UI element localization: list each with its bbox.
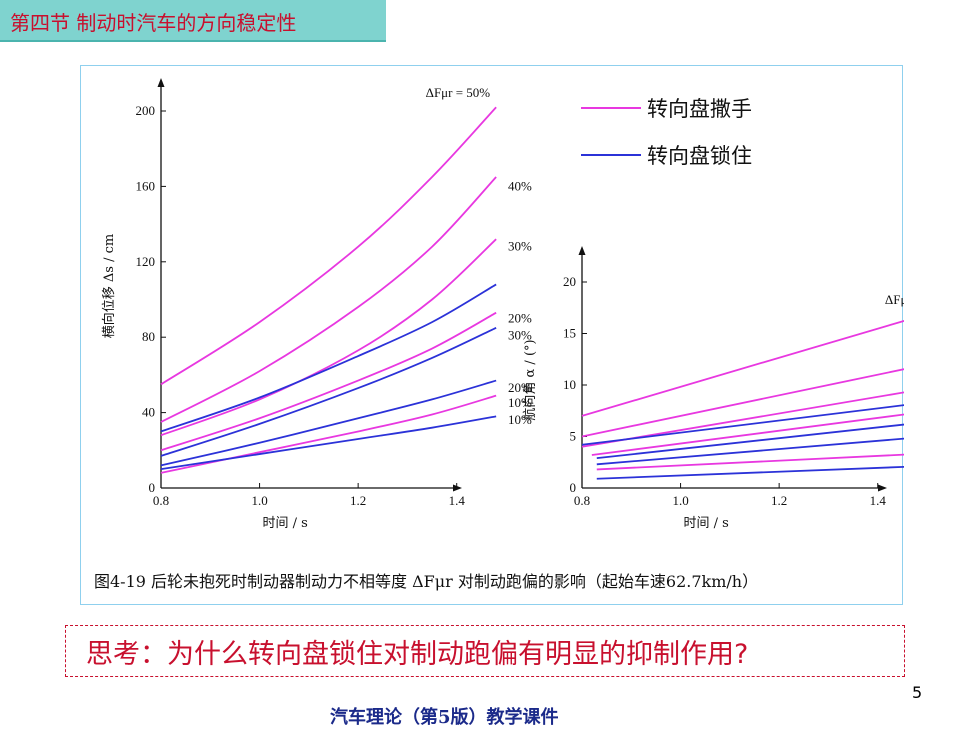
y-tick-label: 160 xyxy=(136,178,156,193)
y-tick-label: 10 xyxy=(563,377,576,392)
page-number: 5 xyxy=(912,683,923,702)
question-text: 思考：为什么转向盘锁住对制动跑偏有明显的抑制作用? xyxy=(86,639,749,670)
y-tick-label: 200 xyxy=(136,103,156,118)
y-tick-label: 120 xyxy=(136,254,156,269)
curve-end-label: 30% xyxy=(508,327,532,342)
curve-end-label: 10% xyxy=(508,412,532,427)
y-tick-label: 5 xyxy=(570,429,577,444)
y-tick-label: 20 xyxy=(563,274,576,289)
series-line-free xyxy=(160,176,497,423)
curve-end-label: 20% xyxy=(508,380,532,395)
series-line-free xyxy=(591,413,904,456)
curve-end-label: 10% xyxy=(508,395,532,410)
section-title: 第四节 制动时汽车的方向稳定性 xyxy=(10,11,297,35)
series-line-free xyxy=(581,319,904,417)
section-title-bar: 第四节 制动时汽车的方向稳定性 xyxy=(0,0,386,42)
x-axis-arrow xyxy=(878,484,887,492)
x-tick-label: 1.2 xyxy=(350,493,366,508)
y-axis-title: 横向位移 Δs / cm xyxy=(101,234,117,338)
y-tick-label: 0 xyxy=(149,480,156,495)
curve-end-label: 40% xyxy=(508,178,532,193)
y-tick-label: 15 xyxy=(563,326,576,341)
x-axis-title: 时间 / s xyxy=(684,516,729,531)
x-tick-label: 1.4 xyxy=(870,493,887,508)
series-line-free xyxy=(160,311,497,452)
series-line-locked xyxy=(581,404,904,446)
series-line-free xyxy=(160,238,497,437)
curve-header-label: ΔFμr = 50% xyxy=(885,292,904,307)
figure-caption: 图4-19 后轮未抱死时制动器制动力不相等度 ΔFμr 对制动跑偏的影响（起始车… xyxy=(94,572,759,591)
x-tick-label: 0.8 xyxy=(153,493,169,508)
y-axis-title: 航向角 α / (°) xyxy=(522,339,538,420)
series-line-locked xyxy=(160,283,497,433)
series-line-locked xyxy=(160,326,497,457)
series-line-locked xyxy=(596,437,904,466)
y-axis-arrow xyxy=(578,246,586,255)
x-tick-label: 0.8 xyxy=(574,493,590,508)
footer-text: 汽车理论（第5版）教学课件 xyxy=(330,707,559,728)
curve-end-label: 30% xyxy=(508,239,532,254)
y-axis-arrow xyxy=(157,78,165,87)
series-line-free xyxy=(581,368,904,438)
x-tick-label: 1.4 xyxy=(449,493,466,508)
series-line-locked xyxy=(160,415,497,471)
curve-end-label: 20% xyxy=(508,310,532,325)
curve-header-label: ΔFμr = 50% xyxy=(426,85,491,100)
series-line-free xyxy=(160,106,497,386)
y-tick-label: 80 xyxy=(142,329,155,344)
x-axis-title: 时间 / s xyxy=(263,516,308,531)
x-tick-label: 1.2 xyxy=(771,493,787,508)
x-axis-arrow xyxy=(453,484,462,492)
y-tick-label: 0 xyxy=(570,480,577,495)
series-line-locked xyxy=(596,465,904,480)
y-tick-label: 40 xyxy=(142,405,155,420)
series-line-locked xyxy=(596,423,904,460)
series-line-free xyxy=(596,453,904,471)
series-line-locked xyxy=(160,379,497,467)
legend-label: 转向盘撒手 xyxy=(647,97,752,121)
question-box: 思考：为什么转向盘锁住对制动跑偏有明显的抑制作用? xyxy=(65,625,905,677)
figure-frame: 0.8 1.0 1.2 1.4 0 40 80 120 160 200 时间 / s 横向位移 Δs … xyxy=(80,65,904,605)
x-tick-label: 1.0 xyxy=(251,493,267,508)
legend-label: 转向盘锁住 xyxy=(647,144,752,168)
x-tick-label: 1.0 xyxy=(672,493,688,508)
